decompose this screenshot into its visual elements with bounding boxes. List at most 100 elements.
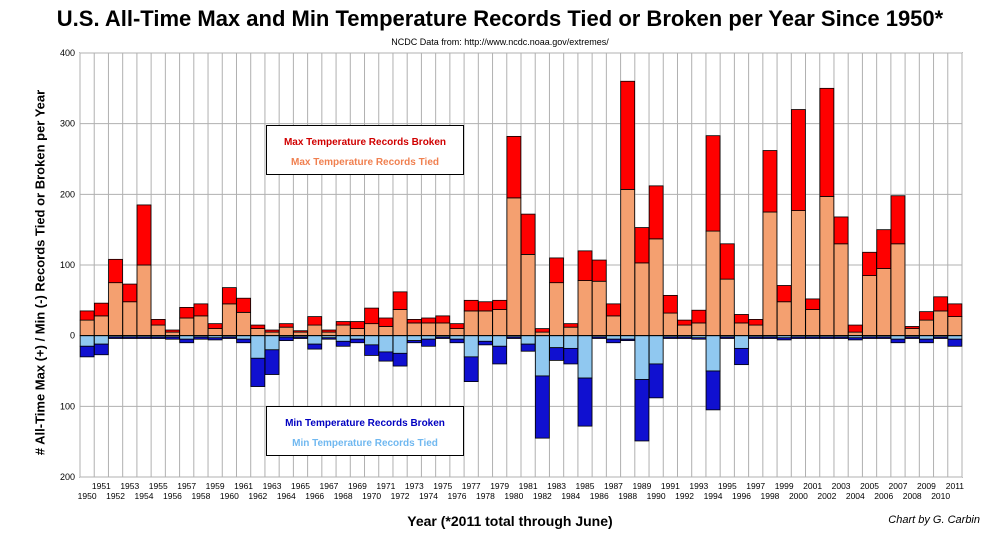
bar-min-broken-1973 xyxy=(406,340,422,344)
bar-max-broken-2000 xyxy=(791,109,806,211)
x-tick-label: 2010 xyxy=(931,491,950,501)
bar-max-tied-1954 xyxy=(136,264,152,337)
bar-min-broken-1986 xyxy=(591,336,607,339)
bar-min-tied-1957 xyxy=(179,335,195,340)
x-tick-label: 1963 xyxy=(263,481,282,491)
bar-min-broken-1968 xyxy=(335,340,351,347)
bar-min-broken-1982 xyxy=(534,375,550,439)
bar-max-tied-1997 xyxy=(748,324,764,337)
x-tick-label: 1962 xyxy=(248,491,267,501)
bar-max-broken-1980 xyxy=(506,135,522,199)
bar-min-tied-1966 xyxy=(307,335,323,345)
bar-min-broken-1972 xyxy=(392,352,408,367)
bar-min-tied-1987 xyxy=(606,335,621,340)
x-tick-label: 1959 xyxy=(206,481,225,491)
bar-max-tied-2007 xyxy=(890,243,906,337)
bar-min-tied-1973 xyxy=(406,335,422,342)
bar-max-tied-1992 xyxy=(677,324,692,337)
bar-max-broken-1955 xyxy=(150,319,166,326)
x-axis-label: Year (*2011 total through June) xyxy=(407,513,613,529)
x-tick-label: 1996 xyxy=(732,491,751,501)
x-tick-label: 2006 xyxy=(874,491,893,501)
bar-min-broken-1996 xyxy=(734,347,749,366)
bar-max-broken-1970 xyxy=(364,307,379,325)
bar-max-broken-2010 xyxy=(933,296,949,312)
bar-min-tied-1978 xyxy=(478,335,493,342)
bar-max-broken-1971 xyxy=(378,317,394,327)
bar-max-broken-1988 xyxy=(620,80,636,190)
bar-max-tied-1950 xyxy=(79,319,95,337)
bar-max-broken-1992 xyxy=(677,319,692,326)
chart-credit: Chart by G. Carbin xyxy=(888,514,980,526)
bar-max-broken-1985 xyxy=(577,250,593,281)
bar-min-broken-1953 xyxy=(122,336,138,339)
x-tick-label: 2009 xyxy=(917,481,936,491)
bar-min-broken-1954 xyxy=(136,336,152,339)
bar-min-tied-1961 xyxy=(236,335,251,340)
x-tick-label: 1975 xyxy=(433,481,452,491)
bar-min-broken-1965 xyxy=(293,336,308,339)
bar-max-tied-1991 xyxy=(663,312,678,337)
bar-max-broken-1959 xyxy=(207,323,223,329)
bar-max-tied-1986 xyxy=(591,280,607,337)
bar-max-tied-1988 xyxy=(620,188,636,337)
bar-max-broken-2006 xyxy=(876,229,892,269)
bar-min-broken-1983 xyxy=(549,347,564,361)
bar-min-broken-1979 xyxy=(492,345,508,365)
bar-min-tied-1976 xyxy=(449,335,465,340)
bar-max-tied-1957 xyxy=(179,317,195,337)
bar-max-broken-1976 xyxy=(449,323,465,329)
bar-min-tied-1996 xyxy=(734,335,749,349)
x-tick-label: 1977 xyxy=(462,481,481,491)
bar-min-broken-1980 xyxy=(506,336,522,339)
x-tick-label: 1969 xyxy=(348,481,367,491)
bar-max-broken-1997 xyxy=(748,319,764,326)
x-tick-label: 1994 xyxy=(704,491,723,501)
bar-min-broken-1975 xyxy=(435,336,451,339)
x-tick-label: 1958 xyxy=(191,491,210,501)
x-tick-label: 1984 xyxy=(561,491,580,501)
bar-min-tied-1968 xyxy=(335,335,351,342)
x-tick-label: 1987 xyxy=(604,481,623,491)
bar-max-broken-1977 xyxy=(463,299,479,312)
bar-max-tied-1955 xyxy=(150,324,166,337)
bar-max-broken-1984 xyxy=(563,323,579,328)
bar-max-tied-1968 xyxy=(335,324,351,337)
bar-max-broken-1978 xyxy=(478,301,493,312)
bar-max-tied-2001 xyxy=(805,309,820,337)
x-tick-label: 2001 xyxy=(803,481,822,491)
x-tick-label: 1983 xyxy=(547,481,566,491)
bar-min-tied-1988 xyxy=(620,335,636,340)
bar-max-tied-1966 xyxy=(307,324,323,337)
bar-max-broken-1982 xyxy=(534,328,550,333)
bar-min-broken-2011 xyxy=(947,338,963,347)
bar-min-broken-1966 xyxy=(307,343,323,350)
bar-max-tied-1995 xyxy=(719,278,735,337)
bar-max-tied-2010 xyxy=(933,310,949,337)
bar-max-broken-1951 xyxy=(93,302,109,317)
bar-max-broken-1960 xyxy=(222,287,237,305)
bar-min-broken-1999 xyxy=(776,337,792,341)
x-tick-label: 1970 xyxy=(362,491,381,501)
bar-min-tied-1970 xyxy=(364,335,379,346)
x-tick-label: 1968 xyxy=(334,491,353,501)
x-tick-label: 1974 xyxy=(419,491,438,501)
bar-min-tied-1951 xyxy=(93,335,109,345)
x-tick-label: 1981 xyxy=(519,481,538,491)
bar-max-tied-1980 xyxy=(506,197,522,337)
bar-max-tied-1977 xyxy=(463,310,479,337)
bar-min-broken-1985 xyxy=(577,377,593,427)
bar-min-broken-2000 xyxy=(791,336,806,339)
bar-min-tied-1971 xyxy=(378,335,394,353)
bar-max-tied-1952 xyxy=(108,282,123,337)
bar-max-tied-2003 xyxy=(833,243,849,337)
bar-min-broken-1984 xyxy=(563,347,579,365)
bar-min-broken-1990 xyxy=(648,363,664,399)
x-tick-label: 1950 xyxy=(78,491,97,501)
x-tick-label: 1952 xyxy=(106,491,125,501)
bar-max-tied-1972 xyxy=(392,309,408,337)
x-tick-label: 1965 xyxy=(291,481,310,491)
bar-min-broken-2005 xyxy=(862,336,877,339)
x-tick-label: 1999 xyxy=(775,481,794,491)
x-tick-label: 1992 xyxy=(675,491,694,501)
